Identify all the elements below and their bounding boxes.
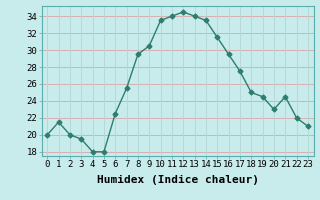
X-axis label: Humidex (Indice chaleur): Humidex (Indice chaleur) bbox=[97, 175, 259, 185]
